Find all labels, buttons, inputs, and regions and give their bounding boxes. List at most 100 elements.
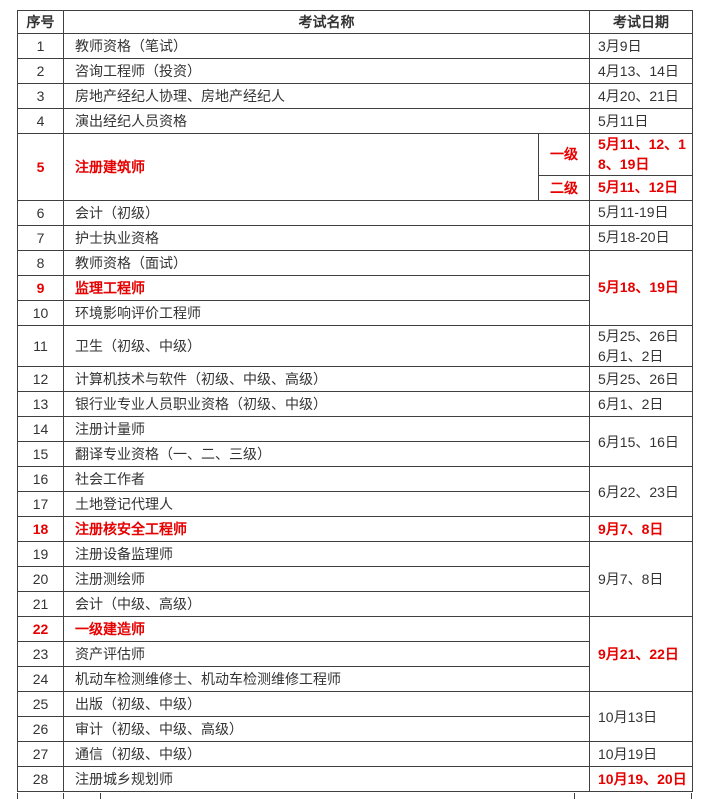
table-row: 5 注册建筑师 一级 5月11、12、18、19日 — [17, 133, 693, 201]
cell-no: 24 — [17, 666, 64, 693]
cell-exam-date: 5月25、26日 — [589, 366, 693, 393]
table-row: 22 一级建造师 9月21、22日 — [17, 616, 693, 693]
table-row: 7 护士执业资格 5月18-20日 — [17, 224, 693, 251]
cell-no: 20 — [17, 566, 64, 593]
cell-no: 8 — [17, 249, 64, 276]
table-grid-line — [17, 793, 18, 800]
exam-table-body: 1 教师资格（笔试） 3月9日 2 咨询工程师（投资） 4月13、14日 3 房地产经纪人协理… — [17, 33, 693, 793]
cell-exam-name: 审计（初级、中级、高级） — [63, 716, 590, 743]
next-row-partial — [17, 792, 693, 800]
cell-no: 21 — [17, 591, 64, 618]
cell-exam-date: 5月18-20日 — [589, 224, 693, 251]
cell-exam-date: 5月11、12、18、19日 — [589, 133, 693, 176]
table-row: 18 注册核安全工程师 9月7、8日 — [17, 516, 693, 543]
table-grid-line — [691, 793, 692, 800]
cell-no: 6 — [17, 199, 64, 226]
cell-exam-date: 5月11日 — [589, 108, 693, 134]
cell-exam-date: 10月19日 — [589, 741, 693, 768]
cell-no: 2 — [17, 58, 64, 84]
table-row: 6 会计（初级） 5月11-19日 — [17, 199, 693, 226]
cell-exam-date: 5月11、12日 — [589, 174, 693, 201]
cell-exam-name: 资产评估师 — [63, 641, 590, 668]
cell-no: 1 — [17, 33, 64, 59]
header-no: 序号 — [17, 10, 64, 34]
cell-exam-name: 卫生（初级、中级） — [63, 324, 590, 368]
cell-exam-name: 演出经纪人员资格 — [63, 108, 590, 134]
cell-exam-name: 注册计量师 — [63, 416, 590, 443]
cell-exam-date: 5月18、19日 — [589, 249, 693, 326]
cell-exam-name: 注册设备监理师 — [63, 541, 590, 568]
cell-no: 17 — [17, 491, 64, 518]
cell-exam-name: 会计（初级） — [63, 199, 590, 226]
table-row: 27 通信（初级、中级） 10月19日 — [17, 741, 693, 768]
cell-exam-date: 9月7、8日 — [589, 516, 693, 543]
cell-no: 27 — [17, 741, 64, 768]
cell-exam-date: 5月11-19日 — [589, 199, 693, 226]
cell-no: 22 — [17, 616, 64, 643]
cell-exam-name: 注册核安全工程师 — [63, 516, 590, 543]
cell-exam-date: 9月7、8日 — [589, 541, 693, 618]
cell-exam-name: 银行业专业人员职业资格（初级、中级） — [63, 391, 590, 418]
table-grid-line — [574, 793, 575, 800]
table-row: 24 机动车检测维修士、机动车检测维修工程师 — [17, 666, 693, 693]
cell-exam-date: 9月21、22日 — [589, 616, 693, 693]
table-row: 28 注册城乡规划师 10月19、20日 — [17, 766, 693, 793]
cell-no: 19 — [17, 541, 64, 568]
cell-exam-name: 护士执业资格 — [63, 224, 590, 251]
cell-no: 28 — [17, 766, 64, 793]
cell-level: 二级 — [538, 174, 590, 201]
cell-no: 5 — [17, 133, 64, 201]
cell-no: 23 — [17, 641, 64, 668]
cell-exam-date: 3月9日 — [589, 33, 693, 59]
table-row: 25 出版（初级、中级） 10月13日 — [17, 691, 693, 743]
cell-exam-date: 10月19、20日 — [589, 766, 693, 793]
cell-exam-name: 注册城乡规划师 — [63, 766, 590, 793]
header-exam-name: 考试名称 — [63, 10, 590, 34]
cell-exam-date: 6月15、16日 — [589, 416, 693, 468]
cell-exam-date: 4月13、14日 — [589, 58, 693, 84]
cell-no: 15 — [17, 441, 64, 468]
cell-exam-name: 通信（初级、中级） — [63, 741, 590, 768]
cell-no: 12 — [17, 366, 64, 393]
table-row: 15 翻译专业资格（一、二、三级） — [17, 441, 693, 468]
cell-exam-name: 教师资格（面试） — [63, 249, 590, 276]
cell-exam-name: 监理工程师 — [63, 274, 590, 301]
table-row: 13 银行业专业人员职业资格（初级、中级） 6月1、2日 — [17, 391, 693, 418]
cell-no: 16 — [17, 466, 64, 493]
header-exam-date: 考试日期 — [589, 10, 693, 34]
cell-exam-name: 机动车检测维修士、机动车检测维修工程师 — [63, 666, 590, 693]
cell-exam-date: 10月13日 — [589, 691, 693, 743]
header-row: 序号 考试名称 考试日期 — [17, 10, 693, 34]
cell-exam-name: 计算机技术与软件（初级、中级、高级） — [63, 366, 590, 393]
cell-exam-name: 社会工作者 — [63, 466, 590, 493]
cell-no: 4 — [17, 108, 64, 134]
cell-exam-name: 注册建筑师 — [63, 133, 539, 201]
cell-exam-date: 6月22、23日 — [589, 466, 693, 518]
cell-exam-name: 房地产经纪人协理、房地产经纪人 — [63, 83, 590, 109]
exam-schedule-table: 序号 考试名称 考试日期 1 教师资格（笔试） 3月9日 2 咨询工程师（投资） 4月13… — [17, 10, 693, 793]
table-subrow: 二级 5月11、12日 — [18, 174, 693, 201]
cell-exam-name: 土地登记代理人 — [63, 491, 590, 518]
cell-exam-date: 5月25、26日 6月1、2日 — [589, 324, 693, 368]
cell-no: 14 — [17, 416, 64, 443]
table-row: 20 注册测绘师 — [17, 566, 693, 593]
cell-exam-name: 翻译专业资格（一、二、三级） — [63, 441, 590, 468]
table-row: 16 社会工作者 6月22、23日 — [17, 466, 693, 518]
cell-no: 3 — [17, 83, 64, 109]
cell-exam-name: 环境影响评价工程师 — [63, 299, 590, 326]
table-header: 序号 考试名称 考试日期 — [17, 10, 693, 34]
exam-schedule: 序号 考试名称 考试日期 1 教师资格（笔试） 3月9日 2 咨询工程师（投资） 4月13… — [17, 10, 693, 800]
cell-no: 13 — [17, 391, 64, 418]
cell-exam-name: 教师资格（笔试） — [63, 33, 590, 59]
table-row: 11 卫生（初级、中级） 5月25、26日 6月1、2日 — [17, 324, 693, 368]
cell-exam-name: 注册测绘师 — [63, 566, 590, 593]
table-row: 12 计算机技术与软件（初级、中级、高级） 5月25、26日 — [17, 366, 693, 393]
cell-exam-date: 6月1、2日 — [589, 391, 693, 418]
cell-level: 一级 — [538, 133, 590, 176]
table-row: 3 房地产经纪人协理、房地产经纪人 4月20、21日 — [17, 83, 693, 109]
cell-no: 25 — [17, 691, 64, 718]
cell-exam-name: 会计（中级、高级） — [63, 591, 590, 618]
cell-no: 26 — [17, 716, 64, 743]
cell-exam-name: 一级建造师 — [63, 616, 590, 643]
table-row: 21 会计（中级、高级） — [17, 591, 693, 618]
